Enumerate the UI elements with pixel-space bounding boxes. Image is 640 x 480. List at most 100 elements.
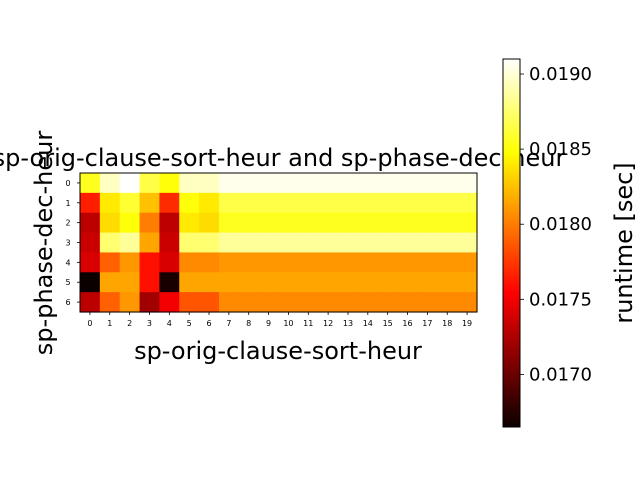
heatmap-cell: [397, 192, 419, 214]
heatmap-cell: [238, 252, 260, 273]
heatmap-cell: [457, 192, 478, 214]
heatmap-cell: [357, 252, 379, 273]
heatmap-cell: [139, 292, 160, 313]
heatmap-cell: [318, 212, 339, 234]
heatmap-cell: [338, 173, 359, 194]
heatmap-cell: [377, 232, 399, 254]
heatmap-cell: [238, 192, 260, 214]
heatmap-cell: [437, 252, 458, 273]
colorbar-tick-label: 0.0185: [529, 139, 592, 160]
y-tick-label: 3: [65, 239, 70, 248]
heatmap-cell: [357, 212, 379, 234]
heatmap-cell: [80, 212, 101, 234]
x-tick-label: 16: [402, 319, 412, 328]
heatmap-cell: [357, 192, 379, 214]
heatmap-cell: [417, 272, 438, 293]
heatmap-cell: [99, 192, 121, 214]
heatmap-cell: [258, 173, 280, 194]
heatmap-cell: [278, 232, 299, 254]
heatmap-cell: [99, 252, 121, 273]
x-tick-label: 10: [283, 319, 293, 328]
heatmap-cell: [119, 272, 141, 293]
heatmap-cell: [258, 292, 280, 313]
heatmap-cell: [139, 272, 160, 293]
x-tick-label: 17: [422, 319, 432, 328]
heatmap-cell: [457, 232, 478, 254]
colorbar-tick-label: 0.0180: [529, 214, 592, 235]
heatmap-cell: [318, 272, 339, 293]
heatmap-cell: [119, 232, 141, 254]
colorbar-tick-label: 0.0190: [529, 64, 592, 85]
colorbar-tick-label: 0.0170: [529, 364, 592, 385]
heatmap-cell: [159, 292, 180, 313]
heatmap-cell: [139, 232, 160, 254]
heatmap-cell: [417, 192, 438, 214]
y-tick-label: 4: [65, 258, 70, 267]
x-tick-label: 5: [187, 319, 192, 328]
heatmap-cell: [179, 292, 200, 313]
heatmap-cell: [238, 272, 260, 293]
heatmap-cell: [318, 173, 339, 194]
heatmap-cell: [119, 173, 141, 194]
heatmap-cell: [199, 173, 220, 194]
heatmap-cell: [159, 192, 180, 214]
heatmap-cell: [199, 292, 220, 313]
heatmap-cell: [338, 252, 359, 273]
heatmap-cell: [119, 192, 141, 214]
heatmap-cell: [338, 232, 359, 254]
x-axis-label: sp-orig-clause-sort-heur: [134, 337, 422, 365]
heatmap-cell: [298, 192, 319, 214]
heatmap-cell: [377, 252, 399, 273]
heatmap-cell: [199, 252, 220, 273]
heatmap-cell: [80, 192, 101, 214]
heatmap-cell: [397, 212, 419, 234]
heatmap-cell: [80, 232, 101, 254]
heatmap-cell: [179, 192, 200, 214]
heatmap-cell: [338, 212, 359, 234]
heatmap-cell: [417, 212, 438, 234]
x-tick-label: 6: [206, 319, 211, 328]
x-tick-label: 12: [323, 319, 333, 328]
heatmap-cells: [80, 173, 478, 313]
heatmap-cell: [318, 252, 339, 273]
heatmap-cell: [238, 212, 260, 234]
heatmap-cell: [338, 272, 359, 293]
heatmap-cell: [218, 272, 240, 293]
heatmap-cell: [80, 292, 101, 313]
colorbar-tick-label: 0.0175: [529, 289, 592, 310]
heatmap-cell: [199, 272, 220, 293]
colorbar-label: runtime [sec]: [610, 162, 638, 323]
x-tick-label: 7: [226, 319, 231, 328]
heatmap-cell: [377, 173, 399, 194]
heatmap-cell: [99, 212, 121, 234]
y-tick-label: 1: [65, 199, 70, 208]
heatmap-cell: [357, 173, 379, 194]
heatmap-cell: [357, 232, 379, 254]
heatmap-cell: [298, 252, 319, 273]
heatmap-cell: [80, 173, 101, 194]
y-axis-ticks: 0 1 2 3 4 5 6: [65, 179, 80, 307]
heatmap-cell: [437, 192, 458, 214]
x-tick-label: 15: [383, 319, 393, 328]
heatmap-cell: [159, 212, 180, 234]
y-tick-label: 2: [65, 219, 70, 228]
x-tick-label: 2: [127, 319, 132, 328]
heatmap-cell: [238, 173, 260, 194]
heatmap-cell: [298, 173, 319, 194]
x-tick-label: 9: [266, 319, 271, 328]
heatmap-cell: [139, 192, 160, 214]
heatmap-cell: [139, 252, 160, 273]
x-tick-label: 3: [147, 319, 152, 328]
heatmap-cell: [199, 212, 220, 234]
heatmap-cell: [238, 292, 260, 313]
heatmap-cell: [80, 252, 101, 273]
heatmap-cell: [318, 232, 339, 254]
heatmap-cell: [218, 292, 240, 313]
heatmap-cell: [159, 272, 180, 293]
heatmap-cell: [258, 192, 280, 214]
heatmap-cell: [218, 173, 240, 194]
heatmap-cell: [139, 212, 160, 234]
heatmap-cell: [119, 252, 141, 273]
heatmap-cell: [139, 173, 160, 194]
heatmap-cell: [357, 292, 379, 313]
